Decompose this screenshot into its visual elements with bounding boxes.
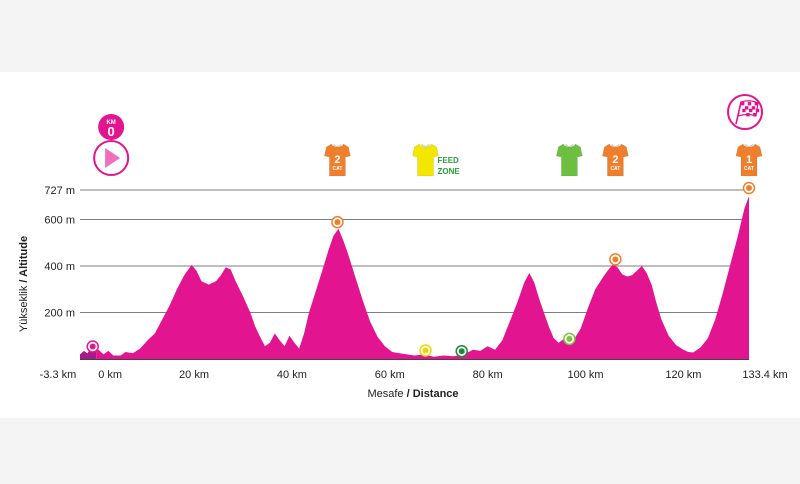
jersey-shape (412, 143, 439, 177)
marker-dot (422, 347, 429, 354)
y-axis-label-prefix: Yükseklik (18, 285, 30, 332)
marker-dot (89, 343, 96, 350)
jersey-collar (611, 143, 620, 147)
marker-dot (612, 256, 619, 263)
km0-value: 0 (108, 124, 115, 139)
jersey-shape (556, 143, 583, 177)
feed-zone-line2: ZONE (438, 167, 461, 176)
marker-dot (334, 219, 341, 226)
x-tick-label: 120 km (665, 369, 701, 381)
marker-dot (458, 348, 465, 355)
y-tick-label: 727 m (44, 185, 75, 197)
y-tick-label: 600 m (44, 215, 75, 227)
x-tick-label: 100 km (568, 369, 604, 381)
profile-area (80, 196, 750, 359)
y-tick-label: 200 m (44, 308, 75, 320)
category-label: CAT (744, 166, 754, 172)
km0-label: KM (106, 120, 115, 126)
x-axis-label: Mesafe / Distance (367, 388, 458, 400)
x-axis-label-main: Distance (413, 388, 459, 400)
flag-square (754, 102, 758, 106)
flag-outline (737, 100, 759, 117)
marker-dot (566, 335, 573, 342)
x-axis-label-prefix: Mesafe (367, 388, 403, 400)
y-axis-label-sep: / (18, 277, 30, 286)
category-number: 2 (334, 154, 340, 166)
flag-square (753, 113, 757, 117)
x-tick-label: -3.3 km (40, 369, 77, 381)
jersey-icon (412, 143, 439, 177)
finish-flag-icon (727, 94, 763, 130)
flag-square (755, 108, 760, 113)
x-tick-labels: -3.3 km 0 km 20 km 40 km 60 km 80 km 100 km 120… (40, 369, 788, 381)
x-tick-label: 20 km (179, 369, 209, 381)
km0-badge (98, 114, 125, 140)
play-icon (105, 148, 121, 168)
x-tick-label: 80 km (473, 369, 503, 381)
profile-markers (86, 181, 756, 358)
flag-square (749, 108, 753, 113)
x-tick-label: 0 km (98, 369, 122, 381)
feed-zone-line1: FEED (438, 156, 460, 165)
jersey-collar (421, 143, 430, 147)
category-label: CAT (332, 166, 342, 172)
jersey-collar (333, 143, 342, 147)
jersey-shape (735, 143, 763, 177)
jersey-shape (324, 143, 351, 177)
feed-zone-label: FEED ZONE (438, 156, 461, 176)
flag-square (742, 108, 746, 113)
flag-square (747, 102, 752, 106)
y-axis-label: Yükseklik / Altitude (18, 236, 30, 332)
jersey-collar (565, 143, 574, 147)
flag-square (741, 102, 745, 106)
category-label: CAT (610, 166, 620, 172)
x-tick-label: 133.4 km (742, 369, 787, 381)
category-number: 1 (746, 154, 752, 166)
y-tick-label: 400 m (44, 261, 75, 273)
y-axis-label-main: Altitude (18, 236, 30, 277)
x-axis-label-sep: / (404, 388, 413, 400)
flag-square (745, 106, 749, 110)
jersey-collar (744, 143, 754, 147)
y-tick-labels: 200 m 400 m 600 m 727 m (44, 185, 75, 320)
race-profile-area (96, 196, 750, 359)
category-number: 2 (612, 154, 618, 166)
flag-square (751, 106, 756, 110)
jersey-icon (556, 143, 583, 177)
start-km0-icon: KM0 (93, 114, 130, 176)
marker-dot (746, 185, 752, 191)
jersey-shape (602, 143, 629, 177)
x-tick-label: 40 km (277, 369, 307, 381)
chart-panel (0, 72, 800, 418)
x-tick-label: 60 km (375, 369, 405, 381)
